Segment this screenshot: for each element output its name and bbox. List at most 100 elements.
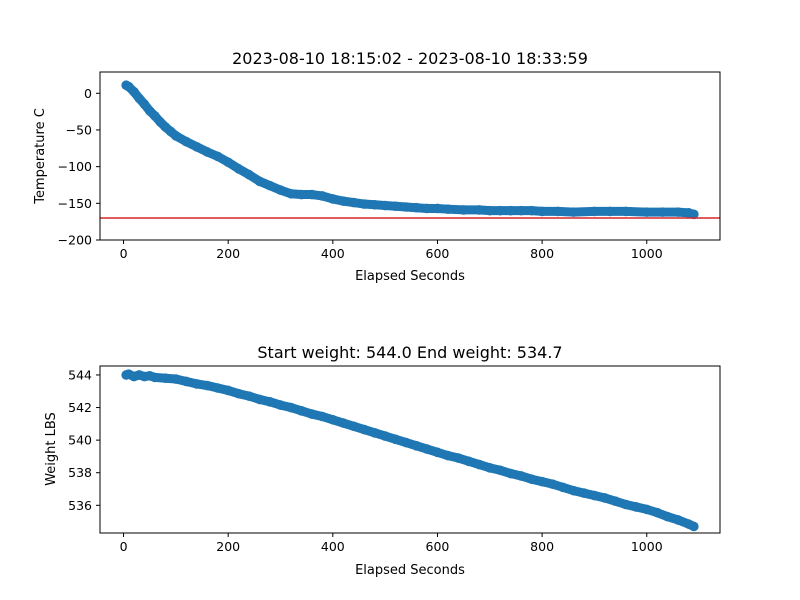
- temperature-x-tick-label: 600: [426, 246, 450, 261]
- weight-data-point: [286, 402, 296, 413]
- weight-data-point: [369, 428, 380, 438]
- temperature-data-point: [484, 205, 495, 216]
- temperature-y-ticks: 0 −50 −100 −150 −200: [58, 86, 100, 248]
- weight-data-point: [275, 400, 286, 410]
- temperature-data-point: [657, 207, 668, 217]
- temperature-x-tick-label: 400: [321, 246, 345, 261]
- temperature-data-point: [605, 206, 615, 217]
- weight-data-point: [223, 385, 233, 396]
- temperature-data-point: [348, 197, 359, 208]
- temperature-y-tick-label: −50: [66, 122, 92, 137]
- weight-data-point: [505, 468, 516, 479]
- weight-data-point: [537, 476, 547, 487]
- temperature-data-point: [458, 205, 469, 215]
- weight-data-point: [233, 388, 244, 399]
- weight-data-point: [401, 437, 411, 448]
- weight-data-point: [516, 471, 526, 481]
- weight-axes-frame: [99, 365, 721, 534]
- weight-data-point: [689, 521, 699, 532]
- weight-data-point: [464, 456, 474, 467]
- temperature-data-point: [181, 136, 192, 147]
- weight-data-point: [296, 406, 307, 416]
- weight-data-point: [547, 479, 558, 489]
- weight-panel: Start weight: 544.0 End weight: 534.7 0 2…: [44, 343, 721, 578]
- temperature-data-point: [589, 206, 600, 217]
- weight-y-tick-label: 540: [68, 433, 92, 448]
- weight-y-ticks: 536 538 540 542 544: [68, 367, 100, 513]
- temperature-data-point: [275, 185, 286, 195]
- weight-x-axis-label: Elapsed Seconds: [355, 563, 465, 578]
- weight-data-point: [641, 504, 652, 515]
- weight-data-point: [244, 391, 254, 401]
- weight-data-point: [338, 418, 349, 428]
- temperature-plot-area: [100, 80, 720, 220]
- weight-data-point: [422, 444, 432, 454]
- weight-data-point: [328, 414, 338, 425]
- temperature-data-point: [422, 203, 432, 214]
- temperature-data-point: [369, 199, 380, 210]
- temperature-data-point: [505, 205, 516, 216]
- weight-y-tick-label: 536: [68, 498, 92, 513]
- weight-data-point: [150, 372, 160, 383]
- weight-x-tick-label: 200: [216, 539, 240, 554]
- weight-data-point: [380, 431, 390, 441]
- temperature-data-point: [689, 209, 699, 220]
- temperature-data-point: [338, 196, 349, 206]
- weight-data-point: [652, 507, 663, 518]
- temperature-data-point: [191, 142, 202, 152]
- weight-data-point: [171, 374, 181, 384]
- temperature-panel: 2023-08-10 18:15:02 - 2023-08-10 18:33:5…: [33, 49, 721, 284]
- temperature-title: 2023-08-10 18:15:02 - 2023-08-10 18:33:5…: [232, 49, 588, 68]
- weight-y-axis-label: Weight LBS: [44, 412, 59, 486]
- temperature-data-point: [411, 202, 422, 213]
- weight-data-point: [348, 421, 359, 432]
- temperature-data-point: [673, 207, 683, 217]
- weight-data-point: [390, 434, 401, 445]
- temperature-y-tick-label: 0: [84, 86, 92, 101]
- temperature-x-tick-label: 1000: [631, 246, 663, 261]
- temperature-y-tick-label: −100: [58, 159, 92, 174]
- temperature-data-point: [526, 205, 537, 216]
- temperature-data-point: [359, 199, 370, 209]
- temperature-x-ticks: 0 200 400 600 800 1000: [120, 240, 663, 261]
- temperature-data-point: [296, 189, 307, 200]
- weight-y-tick-label: 544: [68, 367, 92, 382]
- weight-data-point: [359, 424, 370, 435]
- weight-x-tick-label: 1000: [631, 539, 663, 554]
- weight-data-point: [432, 447, 443, 458]
- temperature-y-tick-label: −150: [58, 196, 92, 211]
- temperature-data-point: [328, 194, 338, 204]
- weight-data-point: [443, 450, 453, 461]
- temperature-data-point: [212, 151, 223, 162]
- weight-data-point: [484, 463, 495, 473]
- weight-data-point: [265, 397, 275, 407]
- temperature-data-point: [202, 147, 213, 157]
- temperature-data-point: [390, 201, 401, 212]
- temperature-y-tick-label: −200: [58, 233, 92, 248]
- weight-data-point: [495, 465, 506, 476]
- weight-data-point: [579, 488, 589, 498]
- weight-data-point: [610, 496, 621, 507]
- weight-y-tick-label: 538: [68, 465, 92, 480]
- temperature-data-point: [139, 99, 150, 110]
- temperature-data-point: [265, 180, 275, 191]
- temperature-data-point: [286, 188, 296, 199]
- temperature-data-point: [621, 206, 631, 217]
- temperature-x-tick-label: 0: [120, 246, 128, 261]
- weight-data-point: [662, 511, 673, 522]
- temperature-data-point: [401, 202, 411, 212]
- weight-x-tick-label: 400: [321, 539, 345, 554]
- temperature-x-axis-label: Elapsed Seconds: [355, 269, 465, 284]
- temperature-data-point: [568, 207, 579, 217]
- weight-data-point: [317, 411, 328, 422]
- weight-data-point: [631, 502, 642, 512]
- weight-data-point: [589, 490, 600, 501]
- temperature-data-point: [553, 206, 563, 217]
- weight-data-point: [202, 380, 213, 391]
- weight-data-point: [558, 482, 568, 493]
- temperature-data-point: [516, 205, 526, 216]
- weight-x-ticks: 0 200 400 600 800 1000: [120, 533, 663, 554]
- weight-data-point: [621, 499, 631, 510]
